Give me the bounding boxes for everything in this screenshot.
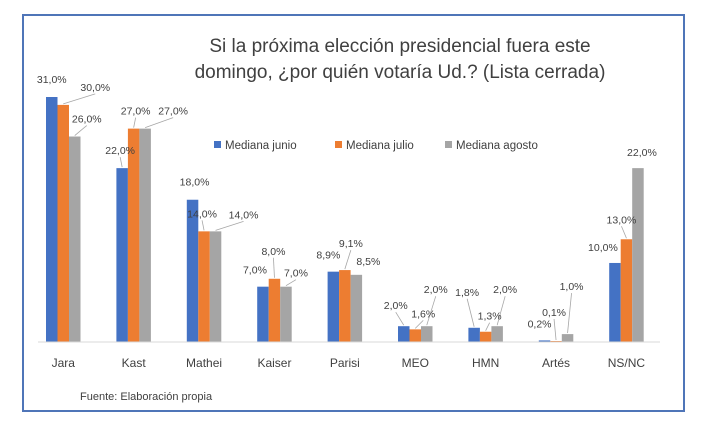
- chart-title-line-2: domingo, ¿por quién votaría Ud.? (Lista …: [195, 62, 606, 83]
- leader-line: [201, 220, 205, 231]
- bar-kast-julio: [127, 128, 140, 342]
- category-label: NS/NC: [608, 356, 646, 370]
- bar-kaiser-agosto: [280, 286, 292, 342]
- value-label: 27,0%: [121, 106, 151, 118]
- leader-line: [119, 157, 123, 168]
- legend-swatch-agosto: [445, 141, 452, 148]
- category-label: MEO: [402, 356, 429, 370]
- value-label: 14,0%: [229, 209, 259, 221]
- bar-hmn-junio: [468, 327, 480, 342]
- bar-kast-junio: [116, 168, 128, 342]
- source-note: Fuente: Elaboración propia: [80, 391, 213, 403]
- bar-nsnc-agosto: [632, 168, 644, 342]
- bar-hmn-julio: [479, 331, 492, 342]
- leader-line: [553, 318, 557, 341]
- legend: Mediana junio Mediana julio Mediana agos…: [214, 140, 538, 152]
- value-label: 31,0%: [37, 74, 67, 86]
- leader-line: [344, 249, 352, 270]
- value-label: 2,0%: [424, 284, 448, 296]
- category-label: Kast: [122, 356, 147, 370]
- category-label: Kaiser: [257, 356, 291, 370]
- category-label: Jara: [52, 356, 76, 370]
- legend-label-junio: Mediana junio: [225, 140, 297, 152]
- value-label: 2,0%: [493, 284, 517, 296]
- bar-hmn-agosto: [491, 326, 503, 342]
- legend-swatch-julio: [335, 141, 342, 148]
- leader-line: [496, 296, 506, 326]
- legend-swatch-junio: [214, 141, 221, 148]
- leader-lines: [63, 93, 627, 341]
- bar-parisi-julio: [339, 270, 351, 342]
- leader-line: [285, 279, 297, 287]
- value-label: 8,5%: [356, 256, 380, 268]
- bar-meo-junio: [398, 326, 410, 342]
- leader-line: [414, 320, 424, 329]
- value-label: 10,0%: [588, 242, 618, 254]
- bars: [46, 97, 644, 342]
- leader-line: [567, 293, 572, 334]
- value-label: 14,0%: [187, 208, 217, 220]
- leader-line: [395, 311, 405, 326]
- bar-meo-julio: [409, 329, 421, 342]
- leader-line: [621, 226, 627, 239]
- value-label: 13,0%: [607, 214, 637, 226]
- value-label: 8,9%: [316, 250, 340, 262]
- value-label: 26,0%: [72, 114, 102, 126]
- bar-kast-agosto: [139, 128, 151, 342]
- value-labels: 31,0% 30,0% 26,0% 22,0% 27,0% 27,0% 18,0% 14,0%…: [37, 74, 657, 330]
- leader-line: [485, 322, 491, 331]
- category-labels: Jara Kast Mathei Kaiser Parisi MEO HMN Artés NS/…: [52, 356, 646, 370]
- bar-nsnc-junio: [609, 262, 621, 342]
- bar-kaiser-julio: [268, 278, 281, 342]
- leader-line: [63, 93, 96, 105]
- bar-mathei-agosto: [209, 231, 222, 342]
- bar-parisi-agosto: [350, 274, 363, 342]
- value-label: 2,0%: [384, 300, 408, 312]
- bar-arts-junio: [538, 340, 551, 342]
- bar-nsnc-julio: [620, 239, 633, 342]
- leader-line: [215, 220, 244, 231]
- category-label: Artés: [542, 356, 570, 370]
- bar-kaiser-junio: [257, 286, 269, 342]
- leader-line: [426, 296, 437, 326]
- value-label: 27,0%: [158, 106, 188, 118]
- value-label: 22,0%: [105, 145, 135, 157]
- category-label: HMN: [472, 356, 499, 370]
- value-label: 0,1%: [542, 307, 566, 319]
- leader-line: [466, 298, 475, 327]
- bar-jara-junio: [46, 97, 58, 342]
- value-label: 8,0%: [261, 246, 285, 258]
- value-label: 1,3%: [478, 311, 502, 323]
- bar-jara-agosto: [69, 136, 81, 342]
- value-label: 7,0%: [243, 265, 267, 277]
- value-label: 30,0%: [80, 82, 110, 94]
- bar-mathei-junio: [186, 199, 199, 342]
- bar-arts-agosto: [561, 334, 574, 342]
- chart-title-line-1: Si la próxima elección presidencial fuer…: [209, 36, 590, 57]
- value-label: 1,6%: [411, 308, 435, 320]
- legend-label-julio: Mediana julio: [346, 140, 414, 152]
- value-label: 22,0%: [627, 147, 657, 159]
- bar-parisi-junio: [327, 271, 340, 342]
- value-label: 7,0%: [284, 268, 308, 280]
- leader-line: [273, 257, 275, 278]
- legend-label-agosto: Mediana agosto: [456, 140, 538, 152]
- bar-jara-julio: [57, 104, 69, 342]
- bar-meo-agosto: [421, 326, 433, 342]
- leader-line: [145, 117, 174, 128]
- value-label: 0,2%: [528, 318, 552, 330]
- leader-line: [133, 117, 137, 128]
- value-label: 1,0%: [560, 281, 584, 293]
- leader-line: [74, 125, 88, 136]
- category-label: Parisi: [330, 356, 360, 370]
- value-label: 18,0%: [180, 177, 210, 189]
- category-label: Mathei: [186, 356, 222, 370]
- value-label: 1,8%: [455, 287, 479, 299]
- value-label: 9,1%: [339, 238, 363, 250]
- bar-mathei-julio: [198, 231, 210, 342]
